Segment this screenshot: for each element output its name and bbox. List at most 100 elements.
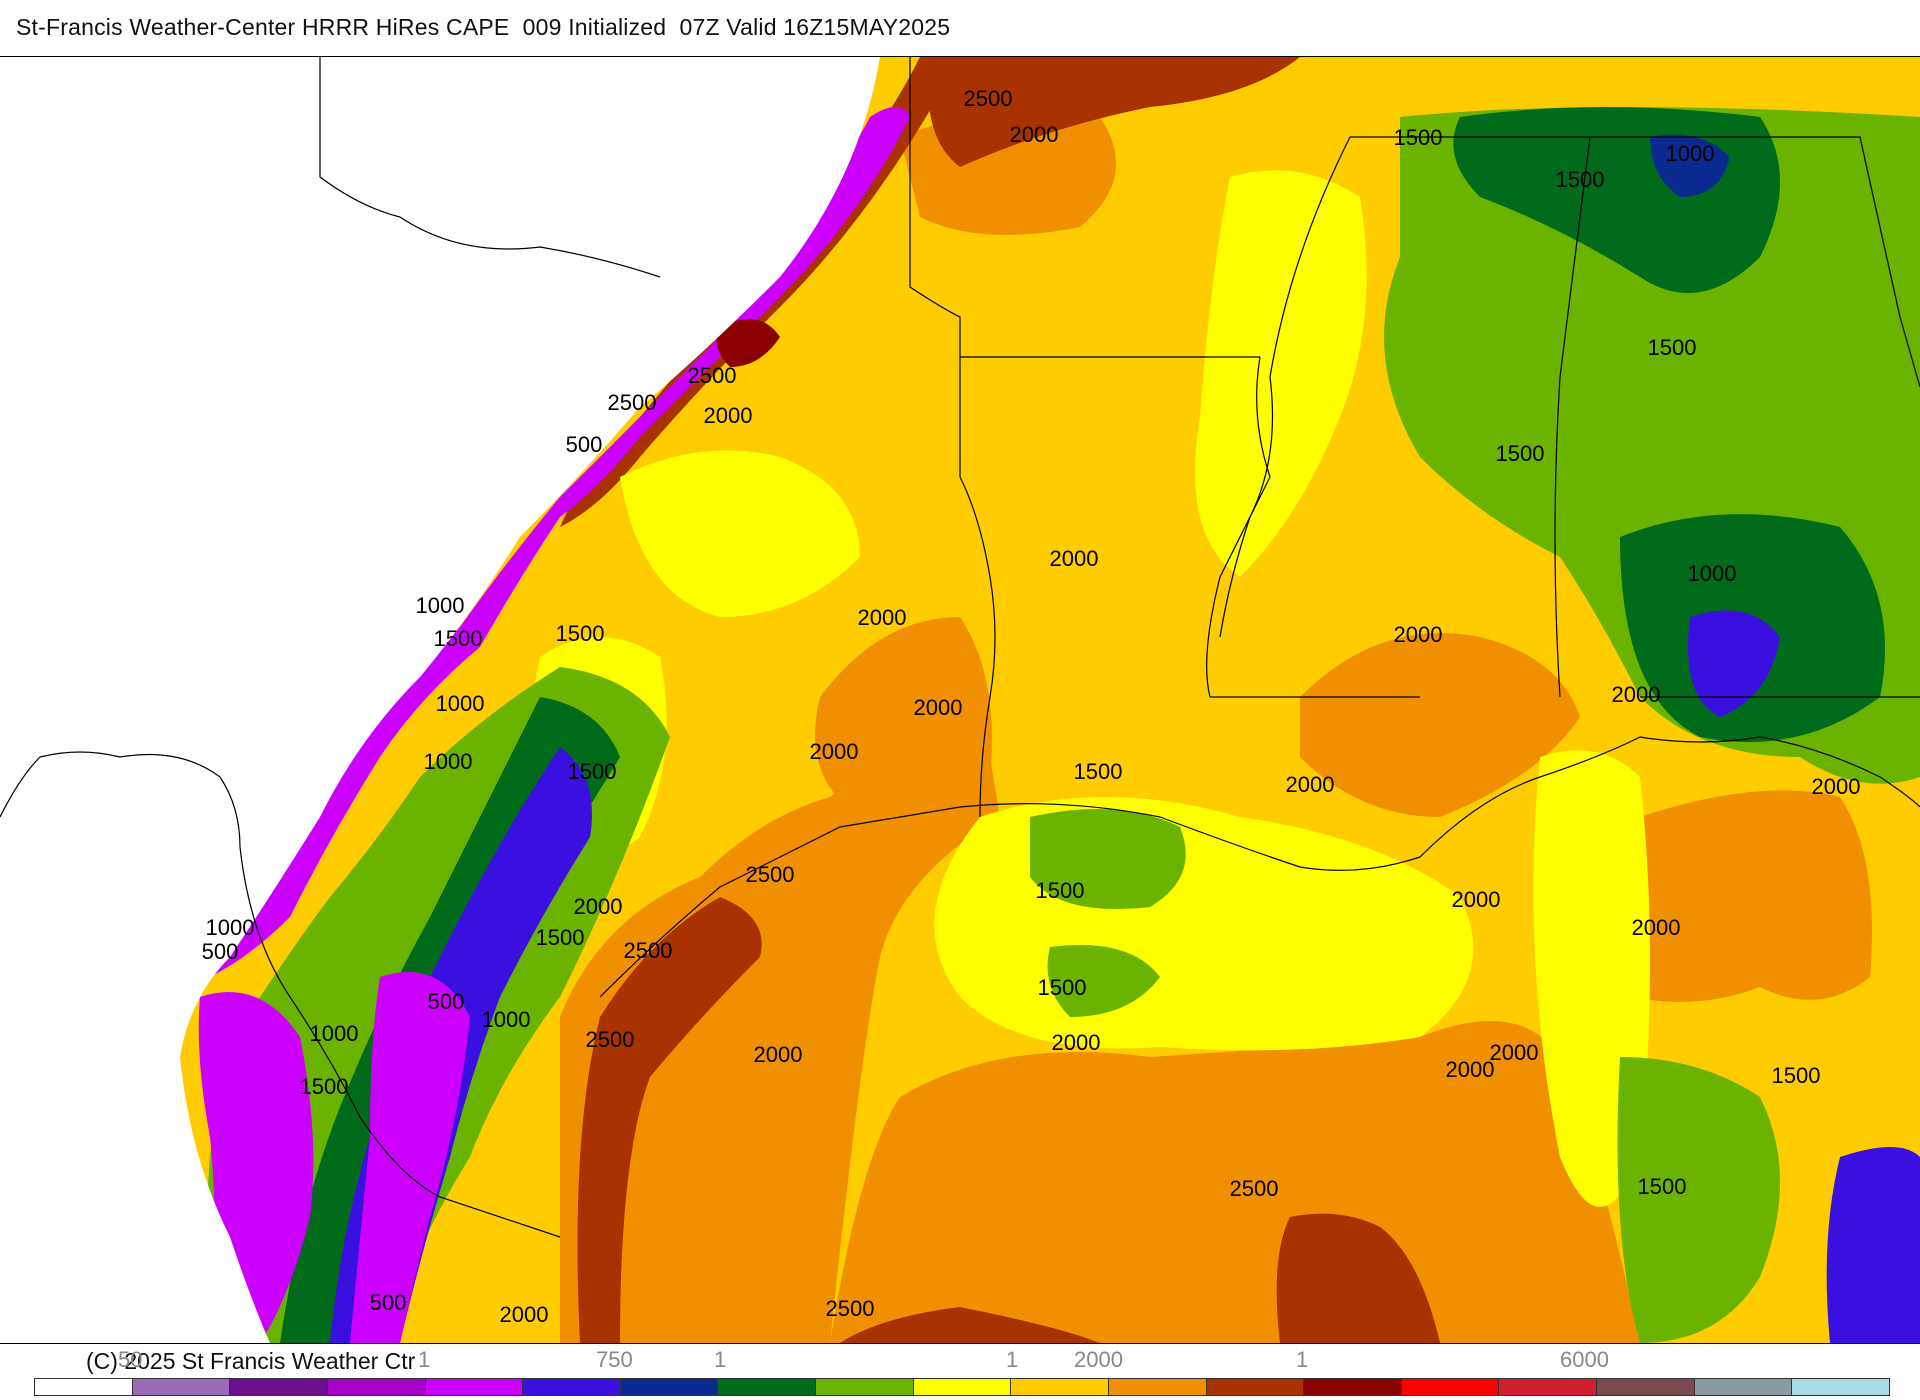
cape-field-yellow-ms	[1195, 170, 1367, 577]
contour-label: 2000	[704, 403, 753, 428]
contour-label: 2500	[688, 363, 737, 388]
contour-label: 1500	[1648, 335, 1697, 360]
colorbar-swatch	[132, 1379, 231, 1395]
contour-label: 1000	[436, 691, 485, 716]
contour-label: 1000	[482, 1007, 531, 1032]
contour-label: 1500	[1556, 167, 1605, 192]
colorbar-tick-label: 1	[418, 1347, 431, 1372]
contour-label: 1000	[424, 749, 473, 774]
contour-label: 1500	[1638, 1174, 1687, 1199]
contour-label: 500	[566, 432, 603, 457]
copyright-text: (C) 2025 St Francis Weather Ctr	[86, 1348, 416, 1374]
contour-label: 500	[428, 989, 465, 1014]
colorbar-swatch	[1597, 1379, 1695, 1395]
cape-field-green-la2	[1047, 945, 1160, 1017]
colorbar-legend: (C) 2025 St Francis Weather Ctr 50 1 750…	[0, 1342, 1920, 1400]
contour-label: 2000	[574, 894, 623, 919]
colorbar-swatch	[816, 1379, 914, 1395]
contour-label: 1500	[1038, 975, 1087, 1000]
contour-label: 2000	[1632, 915, 1681, 940]
contour-label: 2500	[826, 1296, 875, 1321]
colorbar-swatch	[1792, 1379, 1889, 1395]
contour-label: 2000	[754, 1042, 803, 1067]
colorbar-swatch	[230, 1379, 328, 1395]
contour-label: 1500	[1074, 759, 1123, 784]
colorbar-tick-label: 1	[1296, 1347, 1309, 1372]
contour-label: 1500	[1394, 125, 1443, 150]
colorbar-swatch	[620, 1379, 719, 1395]
cape-field-maroon-spot	[716, 319, 780, 367]
colorbar	[34, 1378, 1890, 1396]
colorbar-swatch	[1499, 1379, 1597, 1395]
contour-label: 2000	[1394, 622, 1443, 647]
contour-label: 2000	[1050, 546, 1099, 571]
cape-field-rust-north	[928, 57, 1300, 167]
contour-label: 1000	[416, 593, 465, 618]
cape-field-navy-ne	[1650, 134, 1730, 197]
colorbar-swatch	[425, 1379, 524, 1395]
contour-label: 1500	[300, 1074, 349, 1099]
colorbar-tick-label: 1	[1006, 1347, 1019, 1372]
chart-title: St-Francis Weather-Center HRRR HiRes CAP…	[16, 14, 951, 40]
contour-label: 2500	[586, 1027, 635, 1052]
border-ar-la	[1206, 356, 1271, 698]
colorbar-swatch	[1401, 1379, 1500, 1395]
map-boundaries	[0, 57, 1920, 1238]
colorbar-tick-label: 1	[714, 1347, 727, 1372]
colorbar-swatch	[718, 1379, 816, 1395]
colorbar-tick-label: 50	[118, 1347, 143, 1372]
contour-label: 2000	[500, 1302, 549, 1327]
colorbar-swatch	[523, 1379, 621, 1395]
cape-field-rust-gulf	[1276, 1213, 1440, 1343]
cape-field-green-se	[1617, 1057, 1780, 1343]
contour-label: 1500	[536, 925, 585, 950]
map-nodata-region	[0, 57, 880, 1343]
border-ms	[1350, 136, 1591, 698]
contour-label: 2500	[624, 938, 673, 963]
contour-label: 2000	[1010, 122, 1059, 147]
cape-field-blue-se	[1826, 1147, 1920, 1343]
border-ok-tx-north	[319, 57, 661, 278]
contour-label: 2500	[964, 86, 1013, 111]
colorbar-swatch	[1694, 1379, 1793, 1395]
cape-field-green-la	[1030, 809, 1186, 909]
contour-label: 2000	[1812, 774, 1861, 799]
cape-field-rust-coast	[577, 897, 762, 1343]
cape-field-yellow-tx	[620, 450, 860, 617]
contour-label: 1000	[1666, 141, 1715, 166]
contour-label: 1500	[568, 759, 617, 784]
contour-label: 2000	[1612, 682, 1661, 707]
cape-field-rust-south	[840, 1307, 1100, 1343]
coastline-gulf	[599, 736, 1920, 998]
cape-map: 2500 2000 1500 1000 1500 1500 2500 2000 2500 500 1…	[0, 56, 1920, 1344]
colorbar-tick-label: 750	[596, 1347, 633, 1372]
colorbar-swatch	[1011, 1379, 1109, 1395]
colorbar-swatch	[327, 1379, 426, 1395]
colorbar-tick-label: 2000	[1074, 1347, 1123, 1372]
colorbar-swatch	[1108, 1379, 1207, 1395]
contour-label: 2000	[1052, 1030, 1101, 1055]
contour-label: 2000	[1452, 887, 1501, 912]
contour-label: 2500	[746, 862, 795, 887]
border-al	[1590, 136, 1920, 388]
contour-label: 2000	[1446, 1057, 1495, 1082]
border-mexico	[0, 751, 561, 1238]
contour-label: 2000	[914, 695, 963, 720]
cape-field-blue-ga	[1688, 610, 1780, 717]
contour-label: 500	[370, 1290, 407, 1315]
contour-label: 1500	[1036, 878, 1085, 903]
contour-label: 1500	[1496, 441, 1545, 466]
contour-label: 1000	[310, 1021, 359, 1046]
border-tx-ok	[909, 57, 961, 477]
contour-label: 1500	[556, 621, 605, 646]
river-ms	[1219, 136, 1351, 638]
contour-label: 2000	[858, 605, 907, 630]
contour-label: 2000	[810, 739, 859, 764]
contour-label: 1000	[1688, 561, 1737, 586]
contour-label: 2500	[608, 390, 657, 415]
cape-field-orange-west	[560, 755, 1000, 1343]
colorbar-swatch	[1206, 1379, 1305, 1395]
colorbar-tick-label: 6000	[1560, 1347, 1609, 1372]
